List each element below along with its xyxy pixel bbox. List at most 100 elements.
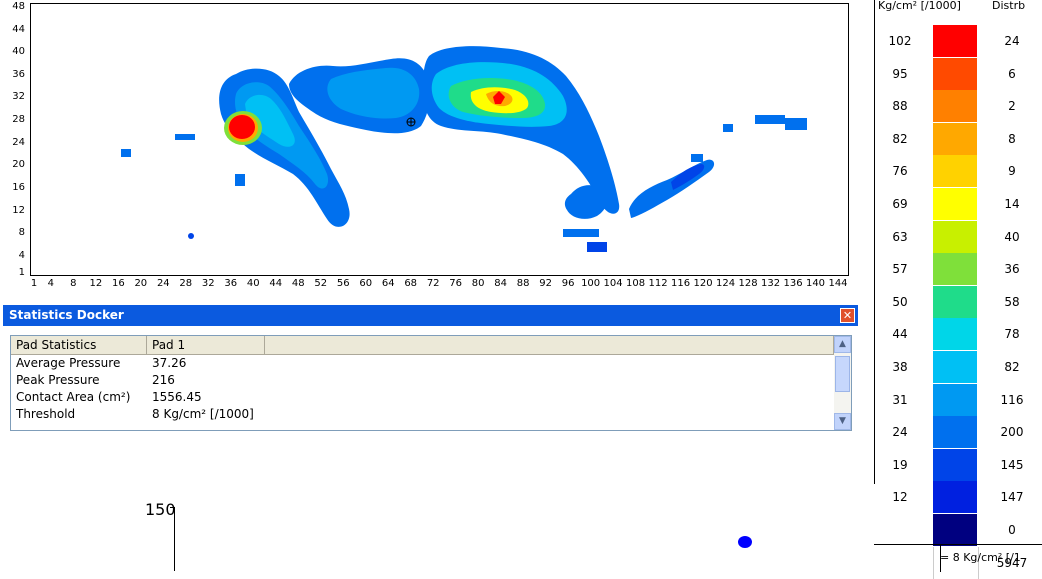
vertical-scrollbar[interactable]: ▲ ▼ — [834, 336, 851, 430]
x-tick-label: 8 — [70, 278, 77, 289]
x-tick-label: 16 — [111, 278, 125, 289]
statistics-table: Pad Statistics Pad 1 Average Pressure 37… — [10, 335, 852, 431]
x-tick-label: 56 — [336, 278, 350, 289]
x-tick-label: 116 — [671, 278, 691, 289]
legend-unit-header: Kg/cm² [/1000] — [878, 0, 961, 12]
pressure-heatmap[interactable] — [30, 3, 849, 276]
row-value-average-pressure: 37.26 — [152, 356, 187, 370]
legend-distribution-count: 200 — [1000, 425, 1024, 440]
y-tick-label: 28 — [12, 114, 25, 125]
docker-title: Statistics Docker — [9, 308, 124, 322]
y-tick-label: 32 — [12, 91, 25, 102]
x-tick-label: 1 — [30, 278, 38, 289]
x-tick-label: 40 — [246, 278, 260, 289]
y-tick-label: 4 — [18, 250, 25, 261]
x-tick-label: 144 — [828, 278, 848, 289]
legend-value-label: 50 — [892, 294, 908, 309]
y-tick-label: 16 — [12, 182, 25, 193]
x-tick-label: 88 — [516, 278, 530, 289]
x-tick-label: 120 — [693, 278, 713, 289]
x-tick-label: 140 — [805, 278, 826, 289]
x-tick-label: 96 — [561, 278, 575, 289]
y-tick-label: 44 — [12, 24, 25, 35]
x-tick-label: 32 — [201, 278, 215, 289]
x-tick-label: 76 — [449, 278, 463, 289]
legend-color-swatch — [933, 448, 977, 481]
x-tick-label: 100 — [581, 278, 601, 289]
column-header-pad-statistics[interactable]: Pad Statistics — [11, 336, 147, 355]
x-tick-label: 20 — [134, 278, 148, 289]
legend-footer-text: = 8 Kg/cm² [/1 — [940, 551, 1021, 564]
legend-distribution-count: 40 — [1004, 229, 1020, 244]
x-tick-label: 136 — [783, 278, 803, 289]
legend-distribution-count: 2 — [1008, 99, 1016, 114]
x-tick-label: 104 — [603, 278, 623, 289]
y-tick-label: 12 — [12, 205, 25, 216]
row-label-peak-pressure: Peak Pressure — [16, 373, 100, 387]
pressure-contour-map — [121, 46, 807, 252]
legend-value-label: 19 — [892, 457, 908, 472]
x-tick-label: 4 — [47, 278, 55, 289]
bottom-chart-data-point — [738, 536, 752, 548]
legend-color-swatch — [933, 188, 977, 220]
x-tick-label: 48 — [291, 278, 305, 289]
scrollbar-thumb[interactable] — [835, 356, 850, 392]
y-tick-label: 20 — [12, 159, 25, 170]
x-tick-label: 64 — [381, 278, 395, 289]
y-tick-label: 8 — [18, 227, 25, 238]
legend-color-swatch — [933, 25, 977, 57]
y-tick-label: 1 — [18, 267, 25, 278]
legend-value-label: 24 — [892, 425, 908, 440]
close-icon[interactable]: ✕ — [840, 308, 855, 323]
x-tick-label: 60 — [359, 278, 373, 289]
x-tick-label: 68 — [404, 278, 418, 289]
legend-value-label: 95 — [892, 66, 908, 81]
x-tick-label: 80 — [471, 278, 485, 289]
legend-color-swatch — [933, 155, 977, 188]
legend-distribution-count: 82 — [1004, 360, 1020, 374]
legend-value-label: 44 — [892, 327, 908, 342]
row-value-peak-pressure: 216 — [152, 373, 175, 387]
legend-distribution-header: Distrb — [992, 0, 1026, 12]
x-tick-label: 132 — [760, 278, 781, 289]
row-label-average-pressure: Average Pressure — [16, 356, 121, 370]
row-label-contact-area: Contact Area (cm²) — [16, 390, 131, 404]
legend-value-label: 12 — [892, 490, 908, 505]
x-tick-label: 72 — [426, 278, 440, 289]
column-header-empty — [265, 336, 834, 355]
bottom-chart-y-axis — [174, 507, 175, 571]
statistics-docker: Statistics Docker ✕ Pad Statistics Pad 1… — [3, 305, 858, 433]
legend-color-swatch — [933, 253, 977, 286]
legend-value-label: 69 — [892, 197, 908, 211]
legend-color-swatch — [933, 57, 977, 90]
x-tick-label: 36 — [224, 278, 238, 289]
y-tick-label: 40 — [12, 46, 25, 57]
legend-value-label: 82 — [892, 131, 908, 146]
legend-value-label: 76 — [892, 164, 908, 179]
legend-distribution-count: 116 — [1000, 392, 1024, 407]
y-tick-label: 48 — [12, 1, 25, 12]
bottom-chart-tick-mark — [170, 507, 175, 508]
legend-color-swatch — [933, 481, 977, 514]
legend-distribution-count: 5947 — [996, 555, 1028, 570]
column-header-pad-1[interactable]: Pad 1 — [147, 336, 265, 355]
docker-title-bar[interactable]: Statistics Docker ✕ — [3, 305, 858, 326]
legend-value-label: 102 — [888, 34, 912, 48]
legend-color-swatch — [933, 514, 977, 546]
legend-distribution-count: 24 — [1004, 34, 1020, 48]
x-tick-label: 84 — [494, 278, 508, 289]
x-tick-label: 92 — [539, 278, 552, 289]
x-tick-label: 108 — [626, 278, 646, 289]
arrow-up-icon[interactable]: ▲ — [834, 336, 851, 353]
legend-distribution-count: 147 — [1000, 490, 1024, 505]
legend-distribution-count: 6 — [1008, 66, 1016, 81]
legend-value-label: 88 — [892, 99, 908, 114]
row-label-threshold: Threshold — [16, 407, 76, 421]
x-tick-label: 12 — [89, 278, 103, 289]
x-tick-label: 52 — [314, 278, 328, 289]
legend-color-swatch — [933, 122, 977, 155]
y-tick-label: 36 — [12, 69, 25, 80]
legend-footer: = 8 Kg/cm² [/1 — [874, 544, 1042, 572]
legend-distribution-count: 14 — [1004, 197, 1020, 211]
arrow-down-icon[interactable]: ▼ — [834, 413, 851, 430]
